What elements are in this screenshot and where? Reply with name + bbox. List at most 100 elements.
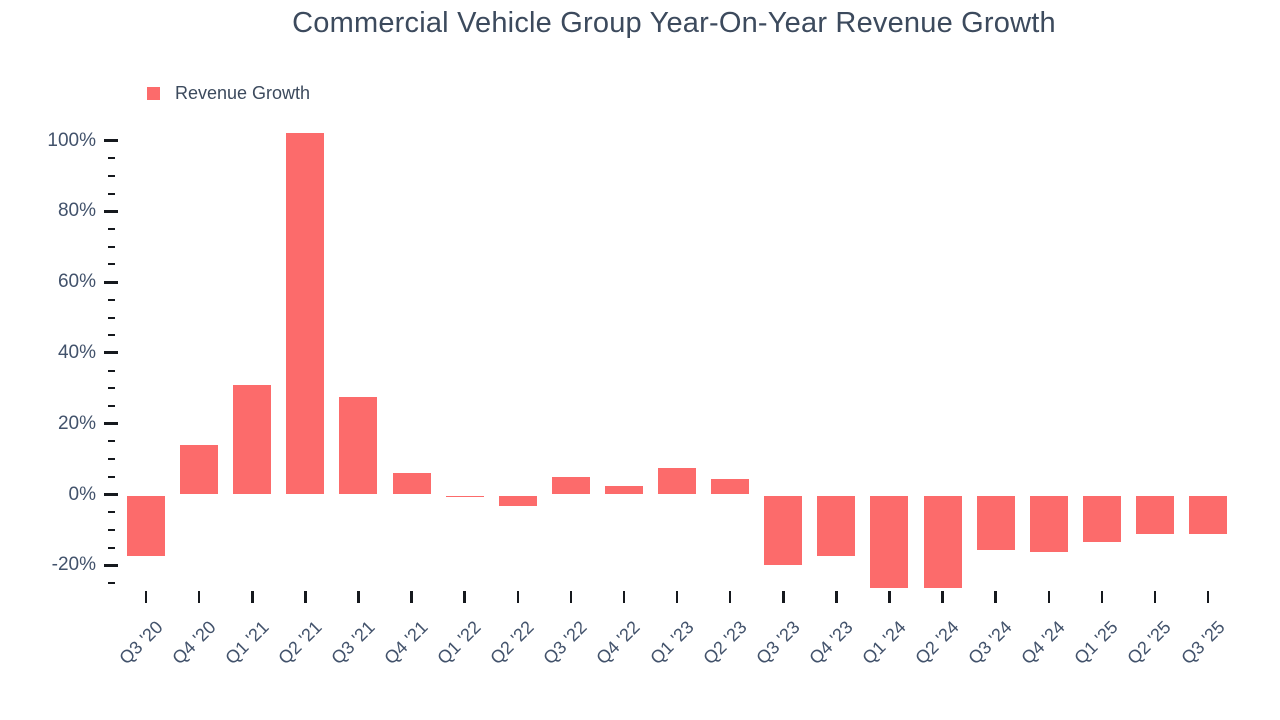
y-axis-minor-tick [108, 405, 115, 407]
legend-swatch-revenue-growth [147, 87, 160, 100]
x-axis-tick [1153, 591, 1157, 603]
y-axis-minor-tick [108, 157, 115, 160]
bar-q2-21[interactable] [286, 133, 325, 495]
x-axis-tick [622, 591, 626, 603]
x-axis-tick [569, 591, 573, 603]
y-axis-major-tick [104, 351, 118, 355]
y-axis-minor-tick [108, 511, 115, 514]
bar-q3-21[interactable] [339, 397, 378, 495]
y-axis-minor-tick [108, 369, 115, 372]
x-axis-tick [144, 591, 148, 603]
y-axis-minor-tick [108, 174, 115, 177]
y-axis-major-tick [104, 422, 118, 426]
x-axis-tick [463, 591, 466, 603]
bar-q2-25[interactable] [1135, 495, 1174, 535]
y-axis-minor-tick [108, 245, 115, 248]
x-axis-tick [357, 591, 360, 603]
y-axis-minor-tick [108, 546, 115, 549]
x-axis-tick [1100, 591, 1104, 603]
x-axis-tick [304, 591, 307, 603]
x-axis-label: Q4 '20 [167, 617, 220, 669]
y-axis-major-tick [104, 563, 118, 567]
x-axis-label: Q3 '20 [114, 617, 167, 669]
y-axis-major-tick [104, 493, 118, 496]
x-axis-label: Q2 '22 [486, 617, 538, 669]
x-axis-label: Q1 '25 [1070, 617, 1122, 669]
bar-q2-22[interactable] [498, 495, 537, 507]
y-axis-minor-tick [108, 475, 115, 478]
y-axis-label: 80% [57, 200, 96, 222]
x-axis-label: Q4 '21 [380, 617, 432, 669]
x-axis-label: Q3 '24 [964, 617, 1016, 669]
bar-q3-23[interactable] [764, 495, 803, 565]
x-axis-label: Q4 '23 [805, 617, 857, 669]
bar-q1-23[interactable] [658, 467, 696, 495]
x-axis-tick [994, 591, 997, 603]
x-axis-tick [728, 591, 732, 603]
x-axis-tick [835, 591, 838, 603]
x-axis-label: Q3 '23 [752, 617, 804, 669]
legend-label: Revenue Growth [175, 83, 311, 103]
y-axis-label: 40% [57, 341, 96, 363]
bar-q4-24[interactable] [1029, 495, 1068, 553]
bar-q2-24[interactable] [923, 495, 962, 588]
x-axis-tick [1206, 591, 1210, 603]
x-axis-label: Q2 '25 [1123, 617, 1176, 669]
legend[interactable]: Revenue Growth [147, 83, 310, 104]
x-axis-label: Q2 '24 [911, 617, 963, 669]
chart-title: Commercial Vehicle Group Year-On-Year Re… [292, 7, 1056, 39]
x-axis-tick [516, 591, 519, 603]
x-axis-label: Q1 '23 [645, 617, 698, 669]
x-axis-label: Q1 '24 [858, 617, 910, 669]
y-axis-minor-tick [108, 298, 115, 301]
y-axis-label: 60% [57, 271, 96, 293]
x-axis-label: Q3 '21 [327, 617, 379, 669]
y-axis-minor-tick [108, 387, 115, 390]
y-axis-minor-tick [108, 458, 115, 461]
bar-q3-22[interactable] [551, 476, 590, 495]
y-axis-minor-tick [108, 334, 115, 337]
x-axis-tick [941, 591, 944, 603]
bar-q1-21[interactable] [233, 384, 272, 495]
bar-q4-20[interactable] [180, 444, 219, 495]
x-axis-label: Q2 '21 [274, 617, 326, 669]
y-axis-minor-tick [108, 316, 115, 319]
x-axis-label: Q2 '23 [698, 617, 751, 669]
y-axis-minor-tick [108, 582, 115, 584]
bar-q4-22[interactable] [604, 485, 643, 495]
x-axis-tick [410, 591, 413, 603]
bar-q3-24[interactable] [976, 495, 1015, 551]
bar-q1-25[interactable] [1082, 495, 1121, 542]
bar-q3-25[interactable] [1189, 495, 1227, 535]
y-axis-label: -20% [51, 554, 96, 576]
x-axis-tick [888, 591, 891, 603]
bar-q3-20[interactable] [127, 495, 165, 556]
x-axis-label: Q3 '22 [539, 617, 591, 669]
bar-q2-23[interactable] [711, 478, 750, 495]
y-axis-label: 20% [57, 412, 96, 434]
y-axis-minor-tick [108, 528, 115, 531]
x-axis-label: Q1 '21 [221, 617, 273, 669]
bar-q4-21[interactable] [392, 473, 431, 495]
y-axis-minor-tick [108, 440, 115, 443]
x-axis-label: Q4 '24 [1017, 617, 1069, 669]
y-axis-major-tick [104, 209, 118, 213]
y-axis-label: 100% [47, 129, 96, 151]
x-axis-label: Q3 '25 [1176, 617, 1229, 669]
y-axis-minor-tick [108, 263, 115, 266]
x-axis-tick [1047, 591, 1050, 603]
x-axis-label: Q4 '22 [592, 617, 645, 669]
x-axis-tick [197, 591, 201, 603]
bar-q1-22[interactable] [445, 495, 484, 498]
bar-q4-23[interactable] [817, 495, 856, 556]
y-axis-major-tick [104, 280, 118, 284]
y-axis-minor-tick [108, 228, 115, 230]
bar-q1-24[interactable] [870, 495, 909, 588]
x-axis-label: Q1 '22 [433, 617, 485, 669]
y-axis-label: 0% [68, 483, 96, 505]
x-axis-tick [782, 591, 785, 603]
y-axis-major-tick [104, 139, 118, 142]
x-axis-tick [251, 591, 254, 603]
